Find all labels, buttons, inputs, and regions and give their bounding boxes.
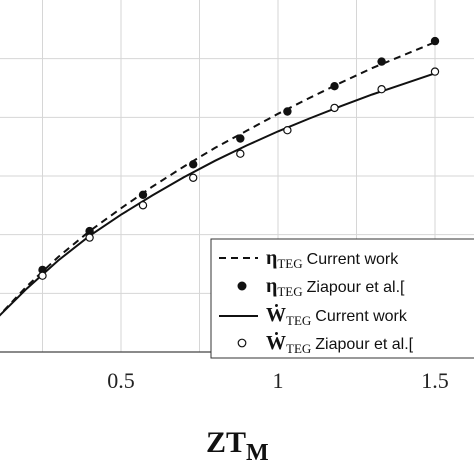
series-line-2 — [0, 72, 436, 317]
series-3-point — [377, 84, 386, 94]
legend-sub-3: TEG — [286, 341, 311, 356]
legend-swatch-series-3 — [237, 338, 247, 348]
series-3-point — [330, 103, 339, 113]
series-3-point — [236, 149, 245, 158]
legend-symbol-0: η — [266, 247, 277, 269]
series-3-point — [283, 125, 292, 135]
legend-label-2: Current work — [315, 308, 408, 325]
series-1-point — [283, 107, 292, 116]
x-axis-label-sub: M — [246, 440, 269, 466]
series-3-point — [188, 173, 198, 182]
series-3-point — [138, 201, 148, 210]
series-1-point — [138, 190, 148, 199]
series-3-point — [85, 233, 94, 242]
series-3-point — [430, 67, 440, 76]
x-axis-label-main: ZT — [206, 426, 246, 459]
series-3-point — [38, 271, 47, 280]
legend-swatch-series-1 — [237, 281, 247, 291]
series-line-0 — [0, 41, 436, 317]
legend-entry-series-1: ηTEG Ziapour et al.[ — [266, 275, 405, 299]
legend-sub-0: TEG — [277, 256, 302, 271]
series-1-point — [189, 160, 198, 169]
legend-label-3: Ziapour et al.[ — [315, 336, 413, 353]
x-tick-label: 1.5 — [421, 368, 449, 393]
series-layer — [0, 36, 440, 317]
legend-sub-2: TEG — [286, 313, 311, 328]
series-1-point — [236, 134, 245, 143]
legend-symbol-2: Ẇ — [266, 302, 286, 326]
x-tick-label: 0.5 — [107, 368, 135, 393]
legend-entry-series-3: ẆTEG Ziapour et al.[ — [266, 330, 414, 356]
series-1-point — [430, 36, 440, 46]
legend: ηTEG Current work ηTEG Ziapour et al.[ ẆTE… — [210, 238, 474, 359]
legend-label-0: Current work — [307, 251, 400, 268]
x-tick-label: 1 — [273, 368, 284, 393]
legend-entry-series-0: ηTEG Current work — [266, 247, 399, 271]
legend-entry-series-2: ẆTEG Current work — [266, 302, 408, 328]
legend-box — [210, 238, 474, 359]
series-1-point — [377, 57, 386, 66]
x-axis-label: ZTM — [206, 426, 269, 466]
legend-label-1: Ziapour et al.[ — [307, 279, 405, 296]
legend-symbol-1: η — [266, 275, 277, 297]
legend-sub-1: TEG — [277, 284, 302, 299]
legend-symbol-3: Ẇ — [266, 330, 286, 354]
series-1-point — [330, 82, 339, 91]
